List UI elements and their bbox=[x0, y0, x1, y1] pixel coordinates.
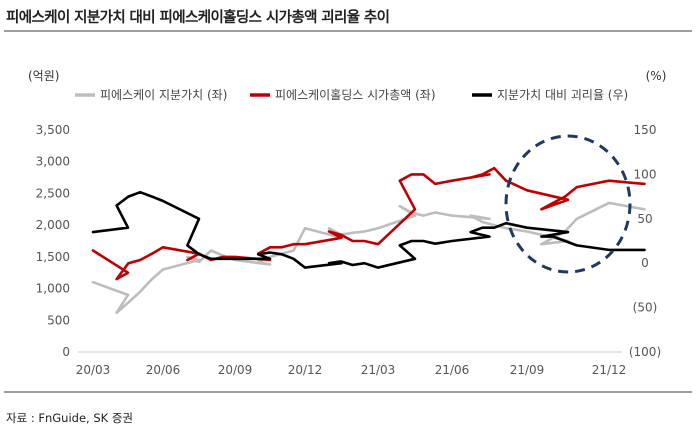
legend-item: 피에스케이홀딩스 시가총액 (좌) bbox=[250, 88, 436, 102]
y-left-tick-label: 3,000 bbox=[36, 155, 70, 169]
series-layer bbox=[91, 166, 646, 314]
y-right-tick-label: 100 bbox=[634, 167, 657, 181]
annotation-layer bbox=[504, 134, 632, 274]
x-tick-label: 21/06 bbox=[435, 363, 470, 377]
legend-label: 피에스케이 지분가치 (좌) bbox=[100, 88, 227, 102]
legend-item: 지분가치 대비 괴리율 (우) bbox=[472, 88, 628, 102]
chart-title: 피에스케이 지분가치 대비 피에스케이홀딩스 시가총액 괴리율 추이 bbox=[6, 10, 390, 26]
bottom-rule bbox=[4, 391, 692, 393]
legend-label: 피에스케이홀딩스 시가총액 (좌) bbox=[275, 88, 436, 102]
legend-item: 피에스케이 지분가치 (좌) bbox=[75, 88, 227, 102]
x-tick-label: 20/09 bbox=[218, 363, 253, 377]
y-left-tick-label: 1,500 bbox=[36, 250, 70, 264]
highlight-ellipse bbox=[504, 134, 632, 274]
y-left-tick-label: 2,000 bbox=[36, 218, 70, 232]
y-left-tick-label: 500 bbox=[47, 313, 70, 327]
legend: 피에스케이 지분가치 (좌) 피에스케이홀딩스 시가총액 (좌) 지분가치 대비 괴… bbox=[75, 88, 628, 102]
y-left-tick-label: 3,500 bbox=[36, 123, 70, 137]
top-rule bbox=[4, 30, 692, 32]
y-left-tick-label: 2,500 bbox=[36, 186, 70, 200]
y-right-tick-label: (50) bbox=[633, 301, 658, 315]
x-tick-label: 21/03 bbox=[361, 363, 396, 377]
y-right-tick-label: 150 bbox=[634, 123, 657, 137]
y-left-unit: (억원) bbox=[28, 69, 59, 83]
y-right-tick-label: (100) bbox=[629, 345, 661, 359]
x-tick-label: 21/12 bbox=[592, 363, 627, 377]
y-left-tick-label: 0 bbox=[62, 345, 70, 359]
x-tick-label: 20/03 bbox=[76, 363, 111, 377]
series-book-value-line bbox=[91, 201, 646, 314]
series-market-cap-line bbox=[91, 166, 646, 281]
axes: 05001,0001,5002,0002,5003,0003,500(100)(… bbox=[36, 123, 662, 377]
x-tick-label: 20/06 bbox=[146, 363, 181, 377]
y-left-tick-label: 1,000 bbox=[36, 282, 70, 296]
legend-label: 지분가치 대비 괴리율 (우) bbox=[497, 88, 628, 102]
series-gap-line bbox=[91, 190, 646, 269]
y-right-tick-label: 0 bbox=[641, 256, 649, 270]
x-tick-label: 20/12 bbox=[288, 363, 323, 377]
source-note: 자료 : FnGuide, SK 증권 bbox=[6, 411, 133, 425]
x-tick-label: 21/09 bbox=[510, 363, 545, 377]
y-right-tick-label: 50 bbox=[637, 212, 652, 226]
y-right-unit: (%) bbox=[646, 69, 667, 83]
